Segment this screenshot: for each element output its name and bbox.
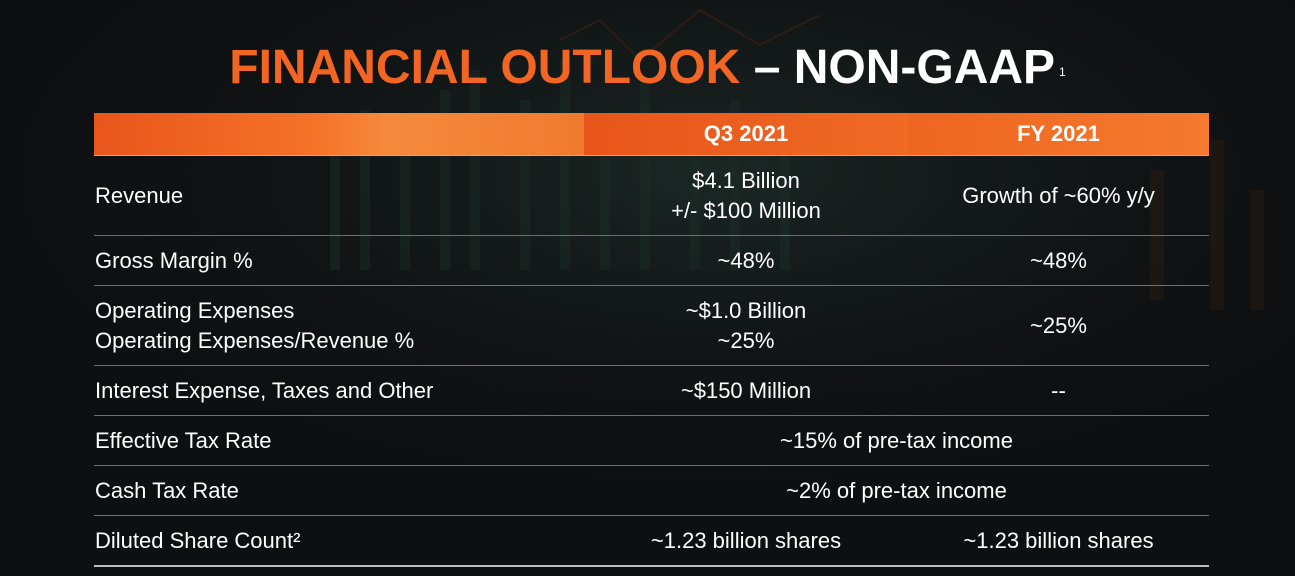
q3-value-line2: ~25% bbox=[717, 327, 775, 353]
row-label-line1: Operating Expenses bbox=[95, 297, 295, 323]
table-row-interest: Interest Expense, Taxes and Other ~$150 … bbox=[94, 366, 1209, 416]
row-label: Gross Margin % bbox=[95, 247, 253, 273]
fy-value: ~48% bbox=[1030, 247, 1087, 273]
table-header: Q3 2021 FY 2021 bbox=[94, 113, 1209, 156]
q3-value-line2: +/- $100 Million bbox=[671, 197, 821, 223]
table-row-cash-tax-rate: Cash Tax Rate ~2% of pre-tax income bbox=[94, 466, 1209, 516]
row-label: Effective Tax Rate bbox=[95, 427, 272, 453]
q3-value: ~48% bbox=[717, 247, 775, 273]
row-label: Cash Tax Rate bbox=[95, 477, 239, 503]
q3-value: ~$1.0 Billion ~25% bbox=[584, 296, 908, 356]
table-row-diluted-share-count: Diluted Share Count² ~1.23 billion share… bbox=[94, 516, 1209, 567]
row-label: Operating Expenses Operating Expenses/Re… bbox=[94, 296, 584, 356]
title-rest: – NON-GAAP bbox=[753, 41, 1056, 94]
row-label-line2: Operating Expenses/Revenue % bbox=[95, 327, 415, 353]
title-footnote: 1 bbox=[1059, 65, 1066, 79]
fy-value: Growth of ~60% y/y bbox=[962, 182, 1155, 208]
q3-value: $4.1 Billion +/- $100 Million bbox=[584, 166, 908, 226]
q3-value: ~1.23 billion shares bbox=[650, 527, 842, 553]
table-row-gross-margin: Gross Margin % ~48% ~48% bbox=[94, 236, 1209, 286]
header-fy-2021: FY 2021 bbox=[908, 113, 1209, 155]
outlook-table: Q3 2021 FY 2021 Revenue $4.1 Billion +/-… bbox=[94, 113, 1209, 567]
spanning-value: ~15% of pre-tax income bbox=[780, 427, 1013, 453]
row-label: Revenue bbox=[95, 182, 184, 208]
table-row-operating-expenses: Operating Expenses Operating Expenses/Re… bbox=[94, 286, 1209, 366]
title-accent: FINANCIAL OUTLOOK bbox=[229, 41, 741, 94]
fy-value: ~1.23 billion shares bbox=[963, 527, 1154, 553]
q3-value: ~$150 Million bbox=[680, 377, 812, 403]
header-q3-2021: Q3 2021 bbox=[584, 113, 908, 155]
row-label: Interest Expense, Taxes and Other bbox=[95, 377, 434, 403]
fy-value: ~25% bbox=[1030, 312, 1087, 338]
q3-value-line1: ~$1.0 Billion bbox=[685, 297, 807, 323]
spanning-value: ~2% of pre-tax income bbox=[786, 477, 1007, 503]
q3-value-line1: $4.1 Billion bbox=[692, 167, 800, 193]
table-row-effective-tax-rate: Effective Tax Rate ~15% of pre-tax incom… bbox=[94, 416, 1209, 466]
fy-value: -- bbox=[1051, 377, 1066, 403]
row-label: Diluted Share Count² bbox=[95, 527, 301, 553]
table-row-revenue: Revenue $4.1 Billion +/- $100 Million Gr… bbox=[94, 156, 1209, 236]
page-title: FINANCIAL OUTLOOK – NON-GAAP 1 bbox=[0, 38, 1295, 98]
header-label-cell bbox=[94, 113, 584, 155]
